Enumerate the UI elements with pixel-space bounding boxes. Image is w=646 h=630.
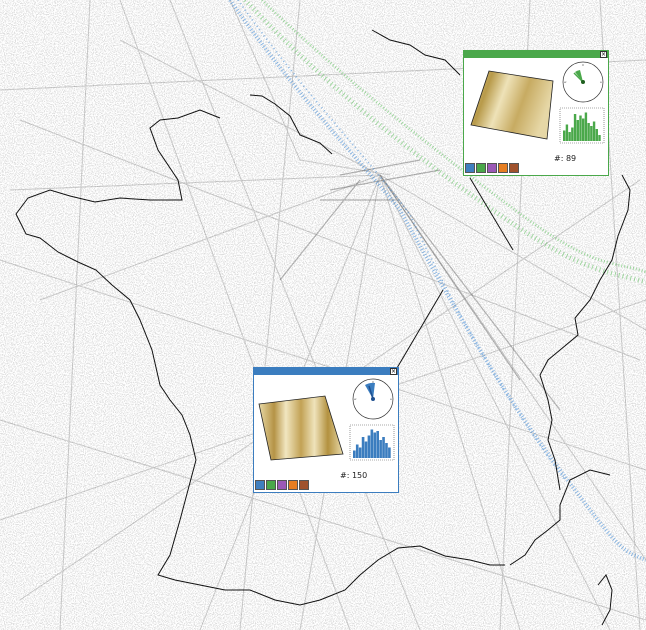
green-count-label: #: 89: [554, 154, 577, 163]
blue-swatch-bar: [255, 480, 309, 490]
blue-histogram: [349, 424, 395, 461]
histogram-bar: [571, 127, 574, 141]
blue-close-button[interactable]: ×: [390, 368, 397, 375]
histogram-bar: [582, 118, 585, 141]
histogram-bar: [382, 437, 385, 458]
histogram-bar: [595, 129, 598, 141]
histogram-bar: [364, 441, 368, 458]
swatch-brown[interactable]: [299, 480, 309, 490]
histogram-bar: [373, 432, 377, 458]
blue-flight-corridor: [228, 0, 646, 562]
corsica-outline: [597, 574, 613, 626]
blue-cluster-panel[interactable]: × 0 w e #: 150: [253, 367, 399, 493]
histogram-bar: [576, 120, 579, 141]
blue-panel-titlebar[interactable]: [254, 368, 398, 375]
histogram-bar: [376, 431, 379, 458]
swatch-purple[interactable]: [277, 480, 287, 490]
histogram-bar: [370, 429, 374, 458]
blue-leader-line: [396, 289, 444, 369]
histogram-bar: [385, 443, 388, 458]
svg-text:e: e: [390, 397, 392, 401]
swatch-blue[interactable]: [465, 163, 475, 173]
svg-text:e: e: [600, 80, 602, 84]
green-patch-preview: [470, 70, 554, 140]
green-compass: 0 w e: [562, 61, 604, 103]
blue-compass: 0 w e: [352, 378, 394, 420]
green-flight-corridor: [243, 0, 646, 285]
histogram-bar: [353, 450, 356, 458]
histogram-bar: [355, 444, 359, 458]
histogram-bar: [573, 114, 577, 141]
swatch-green[interactable]: [266, 480, 276, 490]
green-panel-titlebar[interactable]: [464, 51, 608, 58]
swatch-orange[interactable]: [498, 163, 508, 173]
histogram-bar: [590, 126, 593, 141]
green-close-button[interactable]: ×: [600, 51, 607, 58]
swatch-brown[interactable]: [509, 163, 519, 173]
histogram-bar: [565, 124, 569, 141]
swatch-blue[interactable]: [255, 480, 265, 490]
histogram-bar: [358, 447, 362, 458]
green-leader-line: [469, 177, 514, 251]
svg-text:0: 0: [582, 63, 584, 67]
histogram-bar: [587, 123, 590, 141]
histogram-bar: [367, 435, 371, 458]
histogram-bar: [579, 115, 582, 141]
swatch-orange[interactable]: [288, 480, 298, 490]
histogram-bar: [388, 447, 391, 458]
swatch-purple[interactable]: [487, 163, 497, 173]
histogram-bar: [584, 112, 588, 141]
blue-patch-preview: [258, 395, 344, 461]
green-cluster-panel[interactable]: × 0 w e #: 89: [463, 50, 609, 176]
histogram-bar: [379, 440, 382, 458]
swatch-green[interactable]: [476, 163, 486, 173]
histogram-bar: [598, 135, 601, 141]
histogram-bar: [361, 437, 365, 458]
histogram-bar: [592, 121, 596, 141]
histogram-bar: [568, 132, 571, 141]
country-outline: [15, 29, 631, 606]
svg-text:0: 0: [372, 380, 374, 384]
svg-text:w: w: [354, 397, 357, 401]
svg-text:w: w: [564, 80, 567, 84]
green-swatch-bar: [465, 163, 519, 173]
flight-trails-dark: [279, 159, 561, 411]
blue-count-label: #: 150: [340, 471, 368, 480]
histogram-bar: [563, 130, 566, 141]
green-histogram: [559, 107, 605, 144]
